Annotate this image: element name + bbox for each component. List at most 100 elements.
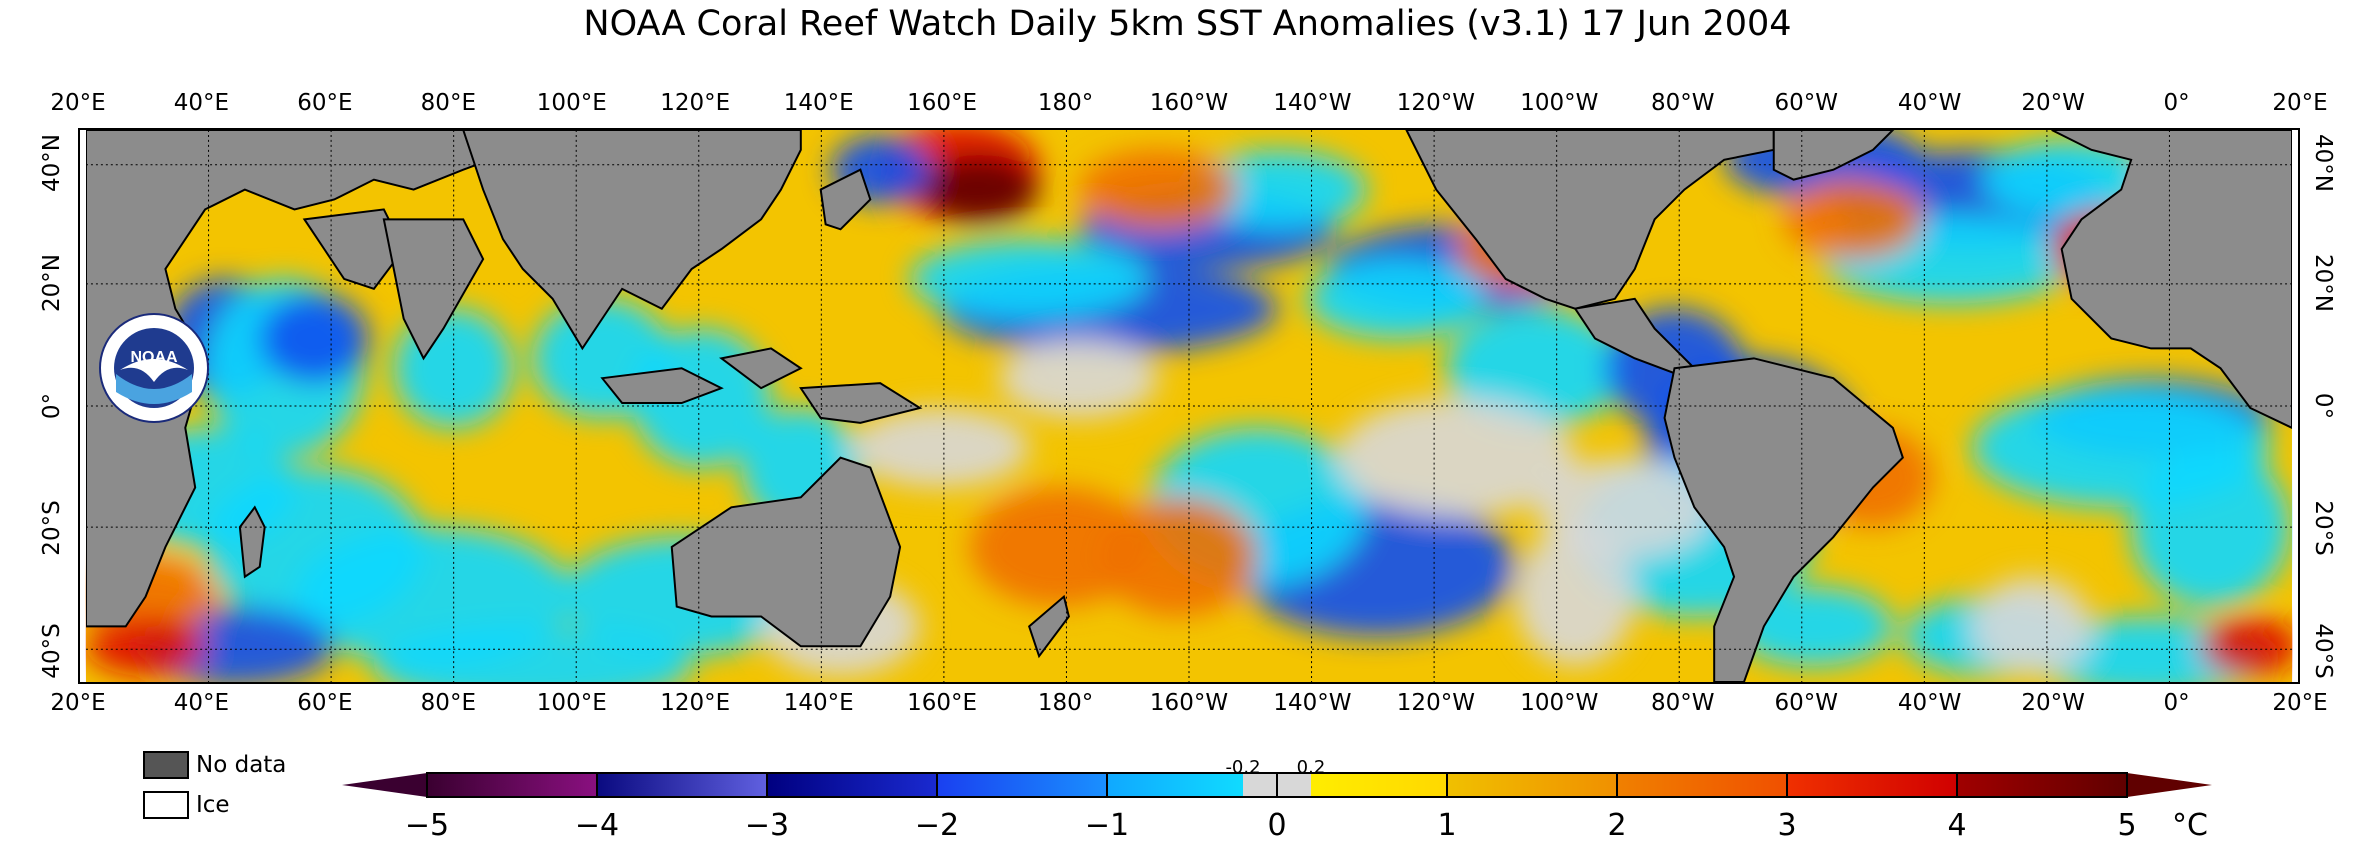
longitude-label: 140°E bbox=[783, 690, 854, 716]
longitude-label: 180° bbox=[1037, 90, 1094, 116]
anomaly-patch bbox=[999, 338, 1159, 418]
colorbar-small-label: 0.2 bbox=[1296, 757, 1326, 778]
colorbar-tick-label: 3 bbox=[1777, 808, 1797, 843]
longitude-label: 120°E bbox=[660, 690, 731, 716]
anomaly-patch bbox=[1188, 149, 1367, 230]
longitude-label: 120°E bbox=[660, 90, 731, 116]
colorbar-tick-label: 2 bbox=[1607, 808, 1627, 843]
land-mass bbox=[462, 130, 802, 351]
longitude-label: 100°E bbox=[536, 690, 607, 716]
colorbar-max-arrow bbox=[2127, 773, 2212, 797]
anomaly-patch bbox=[969, 487, 1149, 607]
longitude-label: 140°W bbox=[1273, 690, 1352, 716]
longitude-label: 180° bbox=[1037, 690, 1094, 716]
longitude-label: 160°E bbox=[907, 690, 978, 716]
longitude-label: 0° bbox=[2163, 690, 2190, 716]
anomaly-patch bbox=[1078, 149, 1238, 230]
colorbar-segment bbox=[1617, 773, 1787, 797]
land-mass bbox=[1772, 130, 1895, 181]
land-mass bbox=[600, 367, 724, 405]
latitude-label-right: 20°N bbox=[2310, 254, 2336, 312]
anomaly-patch bbox=[1336, 398, 1576, 518]
longitude-label: 100°E bbox=[536, 90, 607, 116]
longitude-label: 60°W bbox=[1774, 90, 1838, 116]
longitude-label: 20°W bbox=[2021, 690, 2085, 716]
colorbar-tick-label: 4 bbox=[1947, 808, 1967, 843]
longitude-label: 40°W bbox=[1897, 90, 1962, 116]
longitude-label: 40°E bbox=[173, 90, 230, 116]
anomaly-patch bbox=[1783, 179, 1923, 260]
ice-swatch bbox=[143, 791, 189, 819]
latitude-label-left: 0° bbox=[39, 392, 65, 420]
longitude-label: 160°W bbox=[1149, 690, 1229, 716]
anomaly-patch bbox=[910, 239, 1149, 319]
chart-title: NOAA Coral Reef Watch Daily 5km SST Anom… bbox=[583, 4, 1792, 44]
land-masses bbox=[85, 130, 2293, 682]
longitude-label: 160°W bbox=[1149, 90, 1229, 116]
colorbar bbox=[342, 772, 2212, 798]
anomaly-patch bbox=[1972, 576, 2092, 677]
longitude-label: 80°E bbox=[420, 90, 476, 116]
anomaly-patch bbox=[1446, 308, 1625, 428]
longitude-label: 0° bbox=[2163, 90, 2190, 116]
latitude-label-right: 20°S bbox=[2310, 500, 2336, 556]
longitude-label: 60°E bbox=[297, 690, 353, 716]
latitude-label-right: 0° bbox=[2310, 392, 2336, 420]
colorbar-segment bbox=[937, 773, 1107, 797]
ice-label: Ice bbox=[196, 792, 230, 818]
latitude-label-left: 40°S bbox=[39, 623, 65, 679]
anomaly-patch bbox=[1515, 527, 1635, 667]
colorbar-segment bbox=[767, 773, 937, 797]
colorbar-segment bbox=[597, 773, 767, 797]
latitude-label-left: 20°N bbox=[39, 254, 65, 312]
longitude-label: 160°E bbox=[907, 90, 978, 116]
land-mass bbox=[2051, 130, 2293, 429]
land-mass bbox=[819, 168, 872, 231]
colorbar-segment bbox=[1787, 773, 1957, 797]
longitude-label: 80°E bbox=[420, 690, 476, 716]
land-mass bbox=[719, 347, 803, 390]
no-data-swatch bbox=[143, 751, 189, 779]
longitude-label: 60°E bbox=[297, 90, 353, 116]
anomaly-patch bbox=[2200, 616, 2293, 677]
no-data-label: No data bbox=[196, 752, 287, 778]
land-mass bbox=[1663, 357, 1904, 682]
longitude-label: 20°E bbox=[50, 90, 106, 116]
longitude-label: 40°W bbox=[1897, 690, 1962, 716]
colorbar-min-arrow bbox=[342, 773, 427, 797]
land-mass bbox=[382, 218, 485, 361]
longitude-label: 20°W bbox=[2021, 90, 2085, 116]
latitude-label-left: 40°N bbox=[39, 134, 65, 192]
sst-anomaly-map bbox=[78, 128, 2300, 684]
land-mass bbox=[799, 382, 923, 424]
longitude-label: 100°W bbox=[1520, 690, 1599, 716]
anomaly-patch bbox=[1307, 259, 1486, 339]
longitude-label: 120°W bbox=[1396, 690, 1475, 716]
land-mass bbox=[670, 456, 902, 648]
latitude-label-left: 20°S bbox=[39, 500, 65, 556]
colorbar-tick-label: 5 bbox=[2117, 808, 2137, 843]
colorbar-tick-label: −3 bbox=[744, 808, 790, 843]
anomaly-patch bbox=[919, 154, 1040, 225]
longitude-label: 80°W bbox=[1651, 90, 1715, 116]
logo-text: NOAA bbox=[130, 349, 178, 366]
anomaly-patch bbox=[259, 293, 369, 384]
land-mass bbox=[238, 505, 266, 579]
colorbar-tick-label: 1 bbox=[1437, 808, 1457, 843]
anomaly-patch bbox=[85, 616, 206, 677]
latitude-label-right: 40°S bbox=[2310, 623, 2336, 679]
longitude-label: 120°W bbox=[1396, 90, 1475, 116]
land-mass bbox=[1028, 594, 1070, 659]
colorbar-tick-label: 0 bbox=[1267, 808, 1287, 843]
land-mass bbox=[302, 208, 405, 291]
graticule bbox=[85, 130, 2293, 682]
colorbar-segment bbox=[1957, 773, 2127, 797]
longitude-label: 140°W bbox=[1273, 90, 1352, 116]
colorbar-unit: °C bbox=[2172, 808, 2208, 843]
colorbar-tick-label: −4 bbox=[574, 808, 620, 843]
noaa-logo: NOAA bbox=[99, 313, 209, 423]
colorbar-segment bbox=[1447, 773, 1617, 797]
longitude-label: 20°E bbox=[2272, 690, 2328, 716]
colorbar-small-label: -0.2 bbox=[1225, 757, 1261, 778]
longitude-label: 100°W bbox=[1520, 90, 1599, 116]
